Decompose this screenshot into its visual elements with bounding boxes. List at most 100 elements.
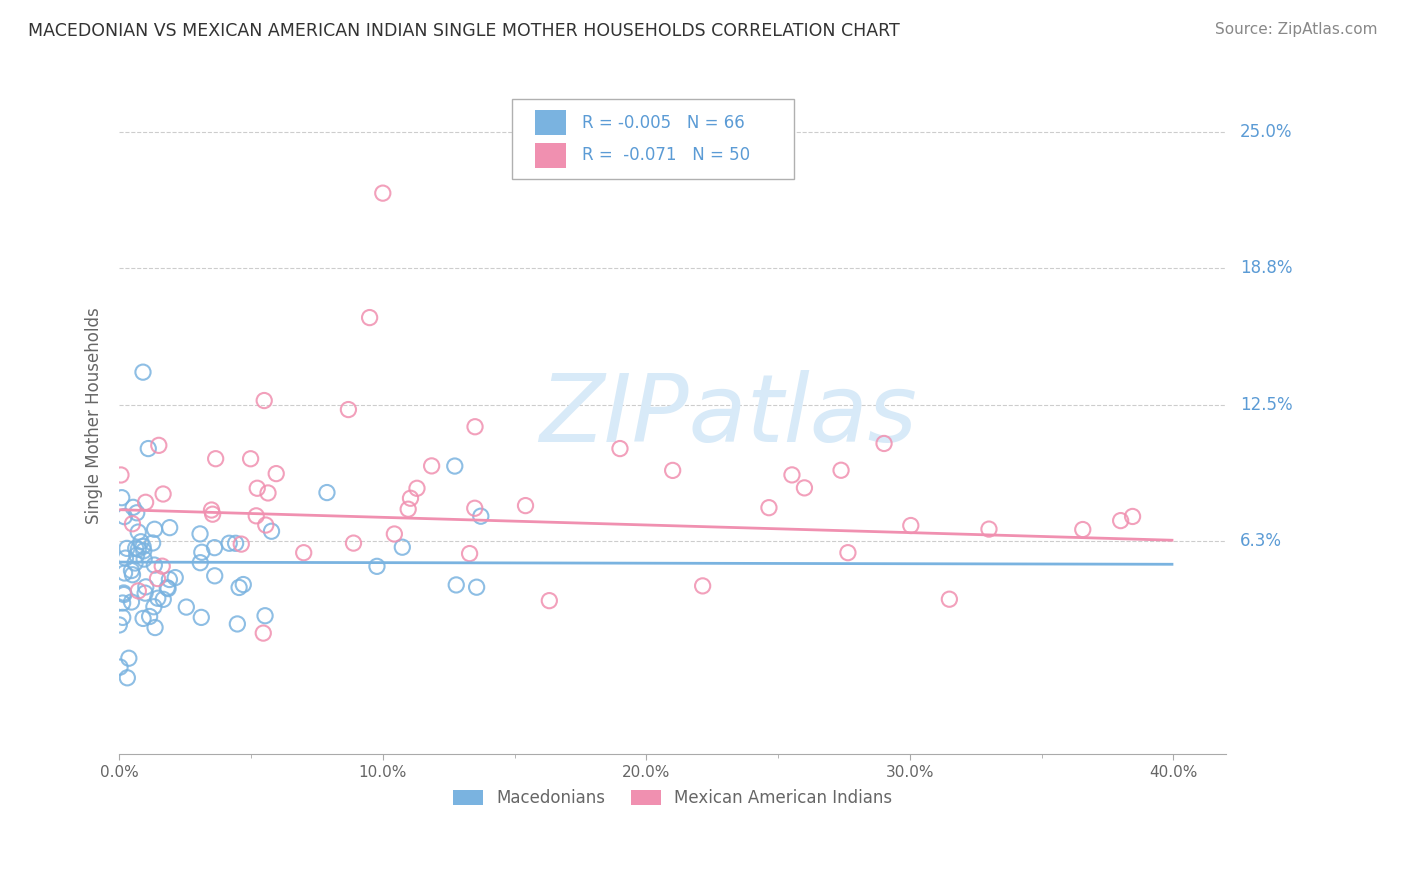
Point	[132, 543, 155, 558]
Point	[396, 502, 419, 516]
Point	[232, 577, 254, 591]
FancyBboxPatch shape	[512, 99, 794, 179]
Point	[125, 548, 148, 562]
Text: R = -0.005   N = 66: R = -0.005 N = 66	[582, 113, 745, 131]
Point	[830, 463, 852, 477]
Point	[114, 551, 136, 566]
Text: MACEDONIAN VS MEXICAN AMERICAN INDIAN SINGLE MOTHER HOUSEHOLDS CORRELATION CHART: MACEDONIAN VS MEXICAN AMERICAN INDIAN SI…	[28, 22, 900, 40]
Point	[245, 508, 267, 523]
Point	[114, 566, 136, 580]
Point	[204, 451, 226, 466]
Point	[110, 467, 132, 482]
Point	[1109, 514, 1132, 528]
Point	[108, 618, 131, 632]
Point	[142, 536, 165, 550]
Point	[780, 467, 803, 482]
Point	[253, 393, 276, 408]
Point	[143, 558, 166, 572]
Point	[111, 596, 134, 610]
Point	[231, 537, 253, 551]
Point	[146, 572, 169, 586]
Point	[191, 545, 214, 559]
Point	[108, 660, 131, 674]
Point	[257, 486, 280, 500]
Point	[420, 458, 443, 473]
Point	[226, 616, 249, 631]
Point	[254, 518, 277, 533]
Point	[1122, 509, 1144, 524]
Point	[470, 509, 492, 524]
Point	[264, 467, 287, 481]
Point	[143, 621, 166, 635]
Point	[464, 419, 486, 434]
Point	[127, 524, 149, 539]
Point	[132, 611, 155, 625]
Point	[218, 536, 240, 550]
Point	[342, 536, 364, 550]
Point	[118, 651, 141, 665]
Point	[225, 536, 247, 550]
Point	[124, 556, 146, 570]
Point	[122, 500, 145, 515]
Point	[661, 463, 683, 477]
Point	[458, 547, 481, 561]
Point	[152, 487, 174, 501]
Point	[391, 540, 413, 554]
Point	[692, 579, 714, 593]
Point	[239, 451, 262, 466]
Point	[127, 542, 149, 557]
Point	[125, 506, 148, 520]
Point	[143, 522, 166, 536]
Point	[444, 578, 467, 592]
Point	[176, 600, 198, 615]
Point	[366, 559, 388, 574]
Text: 25.0%: 25.0%	[1240, 123, 1292, 141]
Point	[204, 541, 226, 555]
Point	[515, 499, 537, 513]
Point	[316, 485, 339, 500]
Point	[132, 540, 155, 554]
Legend: Macedonians, Mexican American Indians: Macedonians, Mexican American Indians	[447, 782, 898, 814]
Text: R =  -0.071   N = 50: R = -0.071 N = 50	[582, 146, 749, 164]
Point	[148, 438, 170, 452]
Point	[465, 580, 488, 594]
Point	[938, 592, 960, 607]
Point	[228, 581, 250, 595]
Point	[201, 507, 224, 521]
Bar	[536, 110, 567, 136]
Point	[112, 509, 135, 524]
Point	[399, 491, 422, 506]
Point	[359, 310, 381, 325]
Point	[115, 541, 138, 556]
Point	[406, 481, 429, 495]
Point	[165, 571, 187, 585]
Point	[150, 559, 173, 574]
Point	[157, 573, 180, 587]
Point	[127, 583, 149, 598]
Point	[134, 586, 156, 600]
Point	[135, 495, 157, 509]
Point	[156, 581, 179, 595]
Point	[371, 186, 394, 201]
Point	[134, 552, 156, 566]
Point	[382, 527, 405, 541]
Text: ZIPatlas: ZIPatlas	[538, 370, 917, 461]
Point	[121, 564, 143, 578]
Point	[129, 534, 152, 549]
Point	[292, 546, 315, 560]
Point	[125, 541, 148, 556]
Point	[112, 586, 135, 600]
Point	[121, 595, 143, 609]
Point	[246, 481, 269, 495]
Point	[157, 582, 180, 596]
Point	[260, 524, 283, 539]
Point	[117, 671, 139, 685]
Point	[443, 458, 465, 473]
Y-axis label: Single Mother Households: Single Mother Households	[86, 308, 103, 524]
Point	[152, 592, 174, 607]
Point	[135, 580, 157, 594]
Point	[873, 436, 896, 450]
Point	[254, 608, 277, 623]
Bar	[536, 143, 567, 169]
Point	[837, 546, 859, 560]
